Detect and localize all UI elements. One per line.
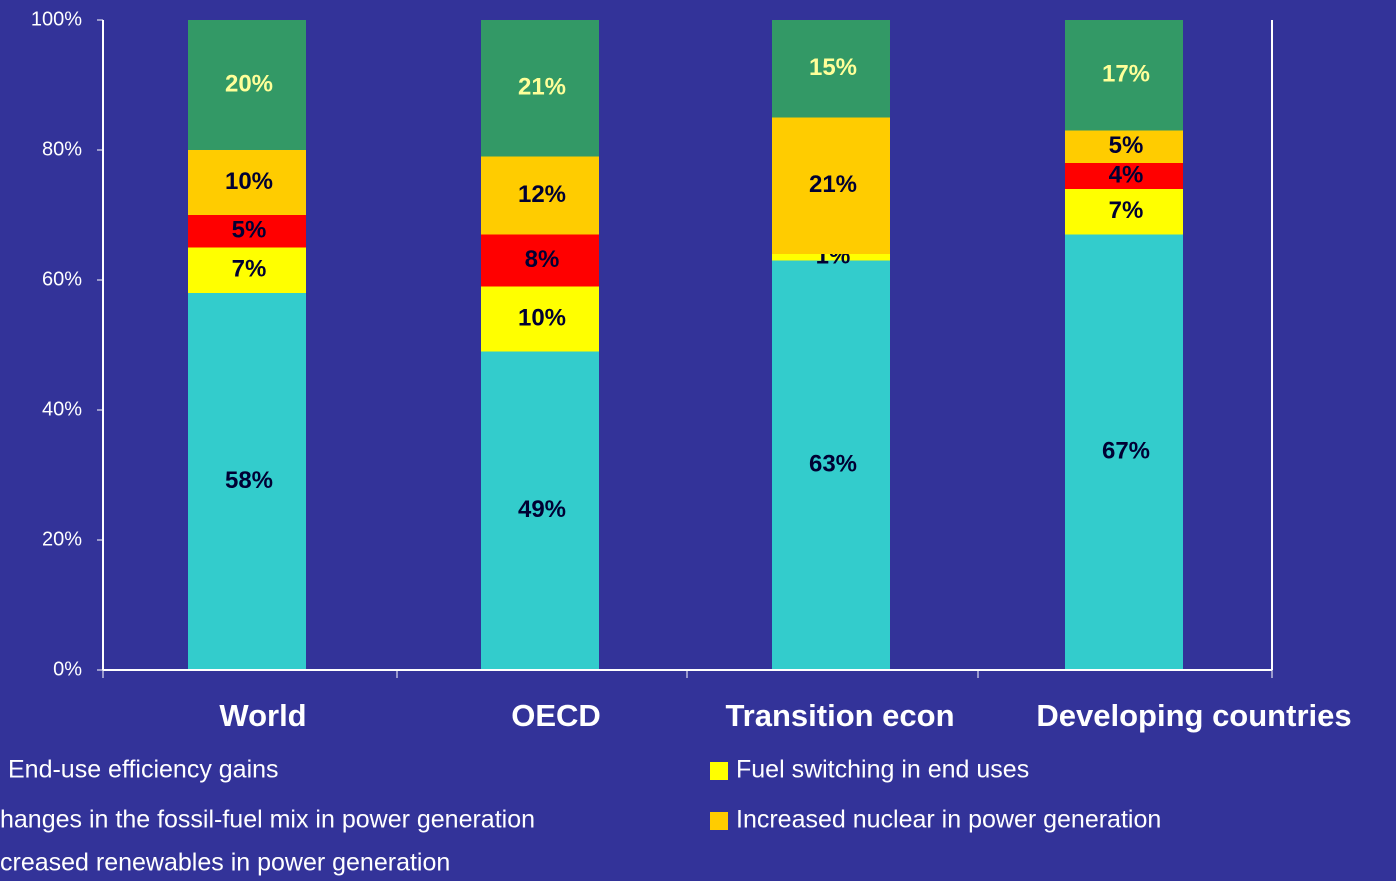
legend-label: hanges in the fossil-fuel mix in power g… [0, 806, 535, 834]
legend-label: Fuel switching in end uses [736, 756, 1029, 784]
bar-segment [481, 234, 599, 287]
x-tick-label: World [219, 698, 306, 733]
bar-segment [188, 150, 306, 215]
bar-segment [188, 247, 306, 293]
value-label: 58% [225, 467, 273, 494]
legend-label: Increased nuclear in power generation [736, 806, 1161, 834]
value-label: 12% [518, 181, 566, 208]
x-tick-label: Transition econ [725, 698, 954, 733]
value-label: 21% [809, 171, 857, 198]
legend-label: End-use efficiency gains [8, 756, 279, 784]
value-label: 7% [1109, 197, 1144, 224]
y-tick-label: 0% [53, 658, 82, 680]
bar-segment [772, 254, 890, 261]
y-tick-label: 20% [42, 528, 82, 550]
bar-segment [772, 260, 890, 670]
y-tick-label: 60% [42, 268, 82, 290]
legend-label: creased renewables in power generation [0, 849, 450, 877]
x-tick-label: OECD [511, 698, 601, 733]
bar-segment [188, 293, 306, 670]
legend-swatch [710, 812, 728, 830]
bar-segment [1065, 189, 1183, 235]
value-label: 17% [1102, 61, 1150, 88]
bar-segment [772, 117, 890, 254]
value-label: 4% [1109, 161, 1144, 188]
bar-segment [772, 20, 890, 118]
value-label: 49% [518, 496, 566, 523]
legend-swatch [710, 762, 728, 780]
value-label: 20% [225, 70, 273, 97]
value-label: 10% [225, 168, 273, 195]
value-label: 63% [809, 451, 857, 478]
value-label: 5% [232, 217, 267, 244]
value-label: 15% [809, 54, 857, 81]
y-tick-label: 40% [42, 398, 82, 420]
value-label: 8% [525, 246, 560, 273]
y-tick-label: 100% [31, 8, 82, 30]
value-label: 7% [232, 256, 267, 283]
bar-segment [1065, 20, 1183, 131]
bar-segment [481, 351, 599, 670]
bar-segment [1065, 163, 1183, 189]
x-tick-label: Developing countries [1036, 698, 1351, 733]
y-tick-label: 80% [42, 138, 82, 160]
bar-segment [481, 20, 599, 157]
bar-segment [481, 156, 599, 235]
bar-segment [188, 215, 306, 248]
value-label: 5% [1109, 132, 1144, 159]
bar-segment [481, 286, 599, 352]
value-label: 67% [1102, 438, 1150, 465]
bar-segment [188, 20, 306, 150]
bar-segment [1065, 130, 1183, 163]
value-label: 21% [518, 74, 566, 101]
bar-segment [1065, 234, 1183, 670]
value-label: 10% [518, 304, 566, 331]
